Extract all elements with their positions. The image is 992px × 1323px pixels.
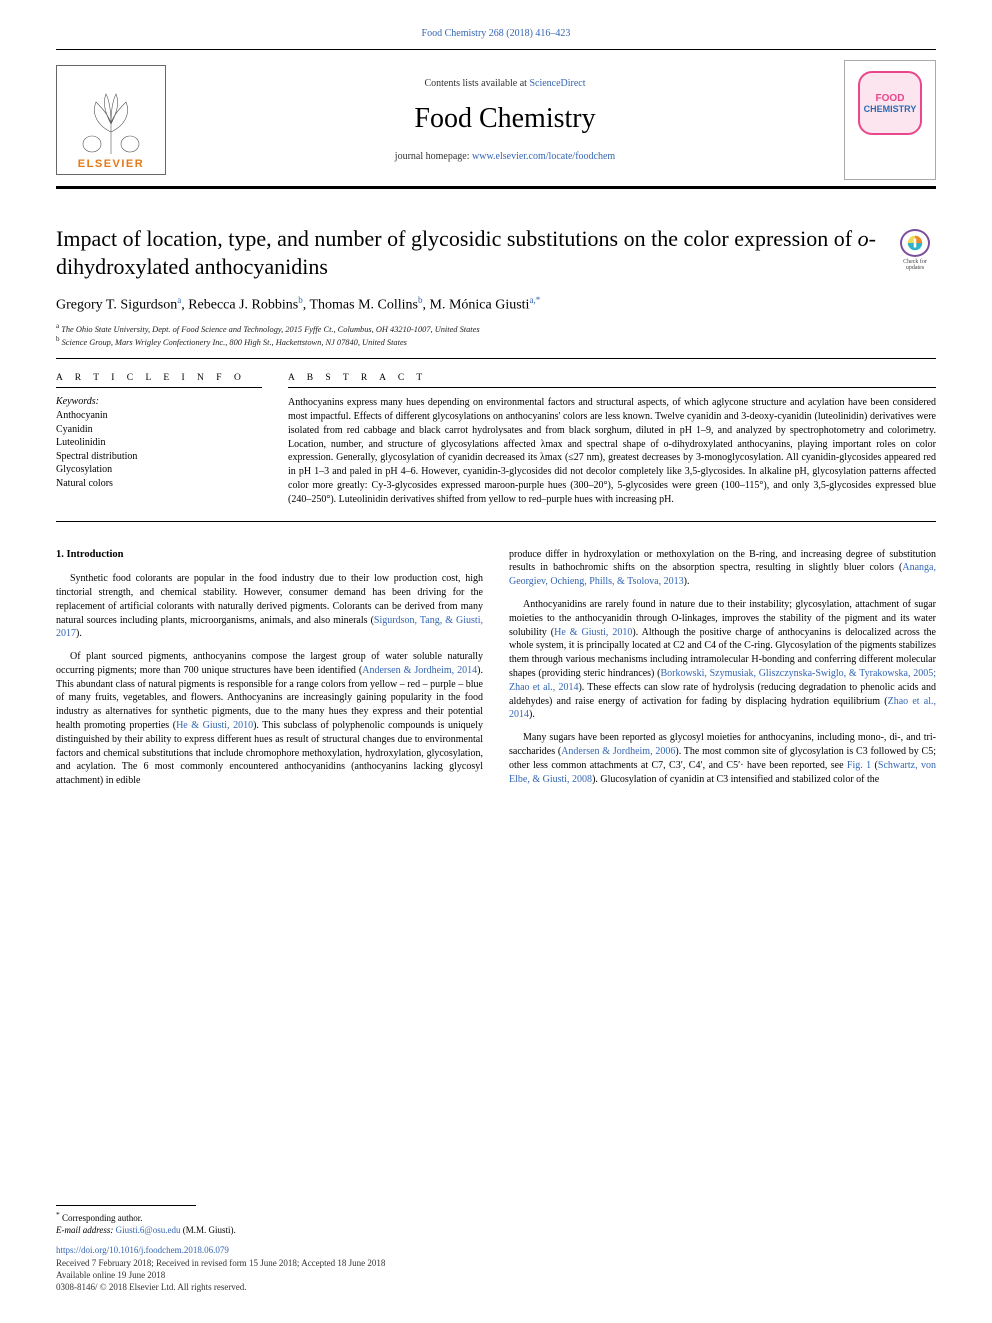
online-date: Available online 19 June 2018 [56, 1269, 936, 1281]
doi-link[interactable]: https://doi.org/10.1016/j.foodchem.2018.… [56, 1244, 936, 1256]
info-abstract-row: A R T I C L E I N F O Keywords: Anthocya… [56, 373, 936, 506]
divider [56, 521, 936, 522]
email-attribution: (M.M. Giusti). [180, 1225, 235, 1235]
cover-word-food: FOOD [876, 93, 905, 104]
cover-logo-icon: FOOD CHEMISTRY [858, 71, 922, 135]
article-title-block: Impact of location, type, and number of … [56, 225, 936, 281]
citation-link[interactable]: Andersen & Jordheim, 2006 [561, 746, 675, 757]
email-label: E-mail address: [56, 1225, 116, 1235]
author-4-corr: * [536, 295, 541, 305]
figure-link[interactable]: Fig. 1 [847, 760, 871, 771]
author-1: Gregory T. Sigurdson [56, 298, 177, 313]
check-for-updates-badge[interactable]: Check forupdates [894, 229, 936, 271]
journal-name: Food Chemistry [166, 103, 844, 135]
affiliation-b: b Science Group, Mars Wrigley Confection… [56, 335, 936, 348]
keyword: Anthocyanin [56, 409, 262, 423]
abstract-text: Anthocyanins express many hues depending… [288, 396, 936, 506]
author-1-aff: a [177, 295, 181, 305]
article-info-column: A R T I C L E I N F O Keywords: Anthocya… [56, 373, 262, 506]
publisher-wordmark: ELSEVIER [78, 158, 144, 170]
divider [56, 358, 936, 359]
author-2: Rebecca J. Robbins [188, 298, 298, 313]
footnote-rule [56, 1205, 196, 1206]
corresponding-email-link[interactable]: Giusti.6@osu.edu [116, 1225, 181, 1235]
title-part1: Impact of location, type, and number of … [56, 226, 876, 279]
journal-homepage-link[interactable]: www.elsevier.com/locate/foodchem [472, 151, 615, 162]
author-3: Thomas M. Collins [309, 298, 418, 313]
author-2-aff: b [298, 295, 303, 305]
issn-copyright: 0308-8146/ © 2018 Elsevier Ltd. All righ… [56, 1281, 936, 1293]
divider [288, 387, 936, 388]
citation-link[interactable]: He & Giusti, 2010 [176, 720, 253, 731]
body-paragraph: Synthetic food colorants are popular in … [56, 572, 483, 641]
body-paragraph: Anthocyanidins are rarely found in natur… [509, 598, 936, 722]
publisher-logo-box: ELSEVIER [56, 65, 166, 175]
keywords-label: Keywords: [56, 396, 262, 407]
article-body: 1. Introduction Synthetic food colorants… [56, 548, 936, 797]
journal-cover-thumb: FOOD CHEMISTRY [844, 60, 936, 180]
sciencedirect-link[interactable]: ScienceDirect [529, 78, 585, 89]
crossmark-icon [900, 229, 930, 257]
elsevier-tree-icon [76, 84, 146, 158]
article-dates: Received 7 February 2018; Received in re… [56, 1257, 936, 1269]
cover-word-chemistry: CHEMISTRY [864, 104, 917, 114]
author-3-aff: b [418, 295, 423, 305]
corresponding-author-note: * Corresponding author. [56, 1210, 936, 1224]
author-4: M. Mónica Giusti [430, 298, 530, 313]
divider [56, 387, 262, 388]
keyword: Luteolinidin [56, 436, 262, 450]
body-paragraph: produce differ in hydroxylation or metho… [509, 548, 936, 589]
body-paragraph: Of plant sourced pigments, anthocyanins … [56, 650, 483, 788]
article-title: Impact of location, type, and number of … [56, 225, 878, 281]
abstract-column: A B S T R A C T Anthocyanins express man… [288, 373, 936, 506]
citation-link[interactable]: He & Giusti, 2010 [554, 627, 632, 638]
keywords-list: Anthocyanin Cyanidin Luteolinidin Spectr… [56, 409, 262, 490]
article-info-head: A R T I C L E I N F O [56, 373, 262, 383]
body-paragraph: Many sugars have been reported as glycos… [509, 731, 936, 786]
keyword: Natural colors [56, 477, 262, 491]
homepage-prefix: journal homepage: [395, 151, 472, 162]
masthead-center: Contents lists available at ScienceDirec… [166, 78, 844, 162]
author-list: Gregory T. Sigurdsona, Rebecca J. Robbin… [56, 295, 936, 314]
keyword: Glycosylation [56, 463, 262, 477]
affiliations: a The Ohio State University, Dept. of Fo… [56, 322, 936, 348]
abstract-head: A B S T R A C T [288, 373, 936, 383]
check-updates-caption: Check forupdates [903, 259, 927, 271]
page-footer: * Corresponding author. E-mail address: … [56, 1205, 936, 1293]
journal-homepage-line: journal homepage: www.elsevier.com/locat… [166, 151, 844, 162]
section-heading-intro: 1. Introduction [56, 548, 483, 562]
cover-footer [889, 168, 890, 173]
keyword: Spectral distribution [56, 450, 262, 464]
journal-masthead: ELSEVIER Contents lists available at Sci… [56, 49, 936, 189]
contents-lists-line: Contents lists available at ScienceDirec… [166, 78, 844, 89]
contents-prefix: Contents lists available at [424, 78, 529, 89]
corresponding-email-line: E-mail address: Giusti.6@osu.edu (M.M. G… [56, 1224, 936, 1236]
affiliation-a: a The Ohio State University, Dept. of Fo… [56, 322, 936, 335]
running-head: Food Chemistry 268 (2018) 416–423 [56, 28, 936, 39]
citation-link[interactable]: Andersen & Jordheim, 2014 [362, 665, 477, 676]
keyword: Cyanidin [56, 423, 262, 437]
